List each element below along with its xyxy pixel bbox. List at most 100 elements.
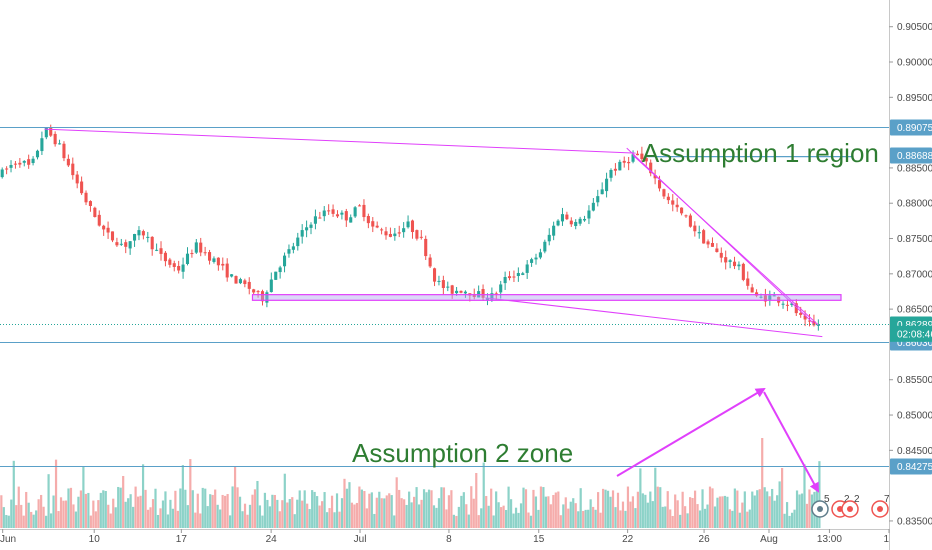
- candle-body: [591, 202, 595, 211]
- volume-bar: [380, 498, 383, 528]
- volume-bar: [795, 490, 799, 528]
- volume-bar: [519, 503, 523, 528]
- volume-bar: [480, 508, 483, 528]
- volume-bar: [800, 493, 804, 528]
- lower-trendline[interactable]: [485, 297, 823, 338]
- volume-bar: [69, 487, 73, 528]
- candle-body: [768, 295, 772, 300]
- volume-bar: [129, 494, 132, 528]
- candle-body: [710, 243, 715, 247]
- volume-bar: [686, 513, 689, 528]
- candle-body: [128, 241, 132, 249]
- assumption-2-label[interactable]: Assumption 2 zone: [352, 438, 573, 468]
- support-zone[interactable]: [251, 294, 842, 301]
- volume-bar: [151, 499, 155, 528]
- volume-bar: [256, 480, 259, 528]
- candle-body: [397, 232, 401, 234]
- volume-bar: [79, 490, 83, 528]
- volume-bar: [785, 502, 789, 528]
- candle-body: [578, 218, 582, 224]
- y-tick-label: 0.88000: [897, 199, 932, 210]
- y-tick-label: 0.90500: [897, 22, 932, 33]
- candle-body: [331, 209, 335, 214]
- candlesticks: [0, 124, 820, 331]
- volume-bar: [385, 495, 388, 528]
- volume-bar: [537, 509, 540, 528]
- price-tag[interactable]: [890, 458, 932, 475]
- volume-bar: [776, 495, 779, 528]
- volume-bar: [761, 438, 764, 528]
- volume-bar: [122, 475, 125, 528]
- volume-bar: [246, 514, 249, 528]
- event-badge-count: 2: [854, 494, 860, 505]
- volume-bar: [273, 494, 276, 528]
- resistance-trendline[interactable]: [44, 128, 636, 154]
- y-tick-label: 0.87500: [897, 234, 932, 245]
- volume-bar: [311, 490, 314, 528]
- candle-body: [300, 230, 304, 237]
- volume-bar: [395, 477, 398, 528]
- trend-drawings[interactable]: [44, 128, 854, 493]
- candle-body: [631, 154, 635, 162]
- assumption-1-label[interactable]: Assumption 1 region: [642, 138, 879, 168]
- arrow-up[interactable]: [616, 387, 766, 477]
- volume-bar: [219, 509, 222, 528]
- volume-bar: [278, 511, 281, 528]
- x-tick-label: Jul: [354, 534, 367, 545]
- volume-bar: [298, 490, 301, 528]
- event-badge-count: 5: [824, 494, 830, 505]
- volume-bar: [17, 486, 20, 528]
- price-tag-label: 0.89075: [897, 123, 932, 134]
- volume-bar: [146, 509, 150, 528]
- volume-bar: [574, 503, 577, 528]
- volume-bar: [77, 496, 80, 528]
- volume-bar: [522, 487, 525, 528]
- price-tag[interactable]: [890, 147, 932, 164]
- candle-body: [512, 276, 516, 278]
- volume-bar: [509, 499, 513, 528]
- countdown-tag[interactable]: [890, 325, 932, 342]
- volume-bar: [179, 488, 182, 528]
- volume-bar: [141, 464, 145, 528]
- volume-bar: [360, 489, 363, 528]
- volume-bar: [89, 515, 92, 528]
- volume-bar: [500, 507, 503, 528]
- volume-bar: [669, 509, 672, 528]
- volume-bar: [266, 499, 269, 528]
- y-tick-label: 0.85500: [897, 375, 932, 386]
- candle-body: [794, 303, 798, 314]
- volume-bar: [512, 513, 515, 528]
- text-annotations[interactable]: Assumption 1 region Assumption 2 zone: [352, 138, 879, 468]
- candle-body: [772, 295, 776, 297]
- volume-bar: [485, 496, 488, 528]
- volume-bar: [375, 497, 378, 528]
- event-badge[interactable]: 7: [871, 494, 890, 518]
- volume-bar: [211, 494, 214, 528]
- candle-body: [759, 296, 763, 298]
- candle-body: [715, 248, 719, 252]
- price-tag[interactable]: [890, 119, 932, 136]
- candle-body: [521, 273, 525, 275]
- candle-body: [622, 160, 626, 163]
- volume-bar: [624, 510, 627, 528]
- volume-bar: [427, 489, 431, 528]
- volume-bar: [166, 514, 170, 528]
- volume-bar: [437, 498, 441, 528]
- volume-bar: [161, 500, 165, 528]
- candle-body: [44, 127, 48, 138]
- x-tick-label: 1: [883, 534, 889, 545]
- volume-bar: [626, 486, 630, 528]
- event-badge[interactable]: 5: [811, 494, 830, 518]
- candle-body: [424, 238, 428, 257]
- candle-body: [560, 214, 565, 222]
- descending-channel-lower[interactable]: [632, 154, 819, 326]
- volume-bar: [62, 500, 65, 528]
- event-badge[interactable]: 2: [841, 494, 860, 518]
- candle-body: [428, 257, 432, 267]
- volume-bar: [291, 497, 294, 528]
- y-tick-label: 0.90000: [897, 58, 932, 69]
- candle-body: [80, 181, 84, 194]
- arrow-down[interactable]: [763, 391, 819, 493]
